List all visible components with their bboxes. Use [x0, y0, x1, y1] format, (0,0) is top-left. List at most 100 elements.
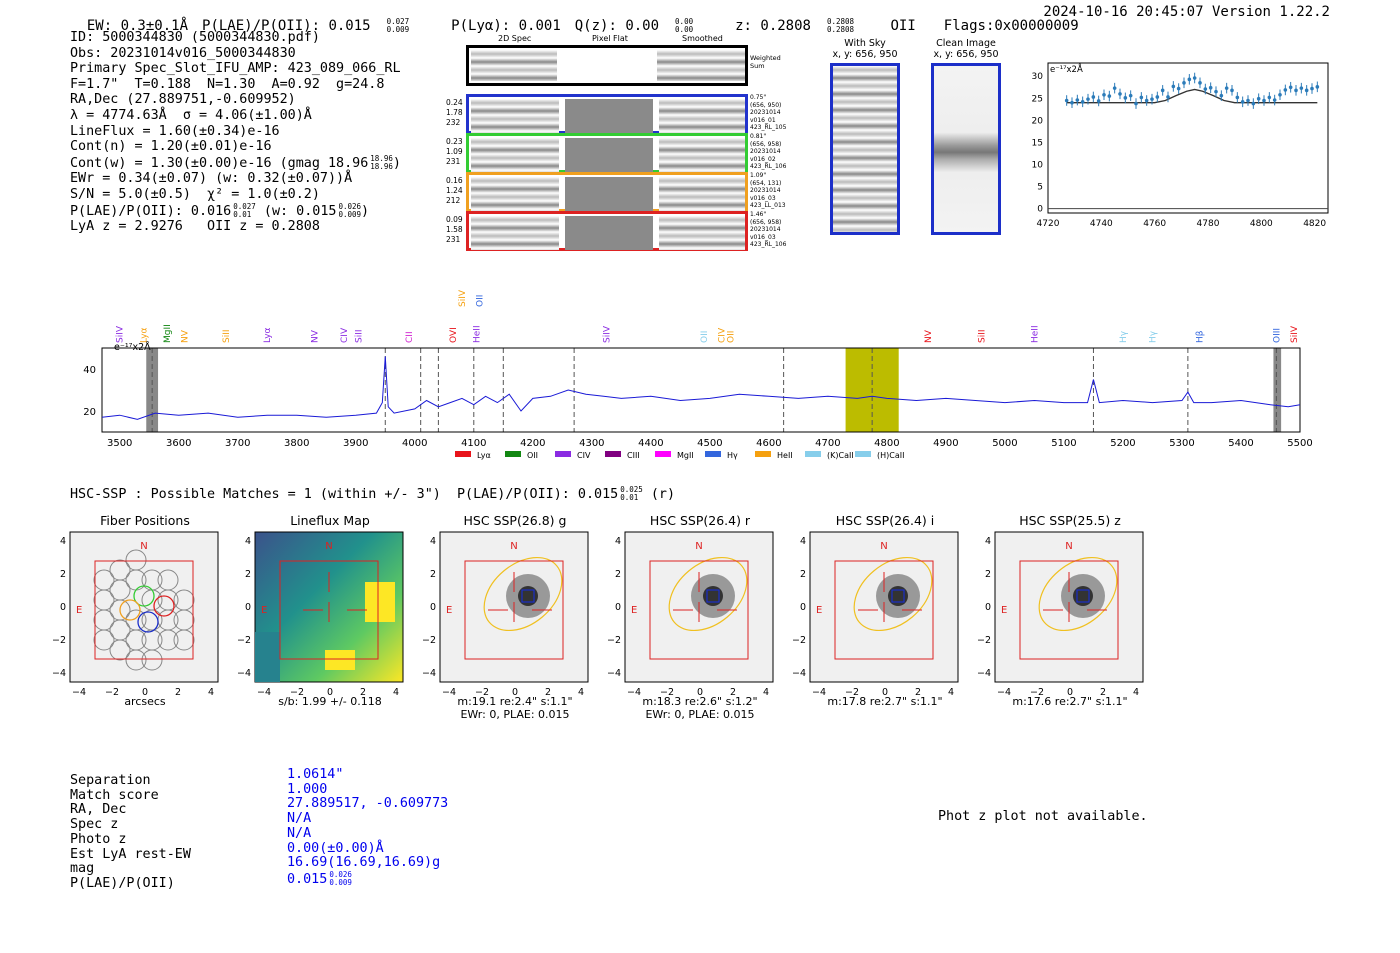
info-ewr: EWr = 0.34(±0.07) (w: 0.32(±0.07))Å — [70, 171, 353, 187]
spectrum-line — [101, 356, 1301, 420]
spectrum-line-marker: NV — [181, 329, 191, 343]
cutout-meta-1: 1.46" — [750, 211, 767, 218]
col-flat-label: Pixel Flat — [592, 34, 628, 43]
cutout-stat-3: 231 — [446, 235, 461, 244]
hsc-xtick: 4 — [1133, 687, 1139, 698]
spectrum-line-marker: SiIV — [116, 325, 126, 343]
zoom-ytick: 5 — [1037, 183, 1043, 193]
match-label: Photo z — [70, 831, 127, 847]
match-box — [706, 589, 720, 603]
zoom-point — [1080, 100, 1085, 104]
cutout-meta-2: (656, 950) — [750, 101, 782, 109]
header-plae: P(LAE)/P(OII): 0.015 0.027 0.009 — [202, 18, 437, 35]
zoom-point — [1272, 98, 1277, 102]
cutout-meta-2: (656, 958) — [750, 140, 782, 148]
zoom-point — [1112, 86, 1117, 90]
withsky-image — [830, 63, 900, 235]
spectrum-line-marker: CIV — [718, 327, 728, 343]
spectrum-line-marker: CII — [405, 331, 415, 343]
zoom-point — [1171, 84, 1176, 89]
header-datetime-version: 2024-10-16 20:45:07 Version 1.22.2 — [1043, 4, 1330, 20]
hsc-ytick: 2 — [985, 569, 991, 580]
compass-e: E — [446, 605, 452, 616]
zoom-point — [1160, 88, 1165, 93]
zoom-xtick: 4760 — [1143, 219, 1166, 229]
aperture-box — [279, 560, 379, 660]
match-value: 0.00(±0.00)Å — [287, 840, 384, 856]
zoom-point — [1096, 99, 1101, 103]
cutout-meta-5: 423_RL_106 — [750, 163, 787, 171]
hsc-ytick: 4 — [800, 536, 806, 547]
clean-header: Clean Image x, y: 656, 950 — [926, 38, 1006, 60]
cutout-stat-3: 232 — [446, 118, 461, 127]
cutout-flat — [565, 138, 653, 172]
match-plae-value: 0.015 — [287, 871, 328, 887]
withsky-title: With Sky — [844, 38, 886, 49]
photz-note: Phot z plot not available. — [938, 809, 1148, 824]
fiber-circle — [157, 629, 179, 651]
zoom-xtick: 4720 — [1037, 219, 1060, 229]
cutout-2dspec — [471, 216, 559, 250]
spectrum-legend-swatch — [605, 451, 621, 457]
match-value: 1.000 — [287, 781, 328, 797]
zoom-point — [1086, 97, 1090, 101]
spectrum-legend-swatch — [705, 451, 721, 457]
hsc-panel-sub2: EWr: 0, PLAE: 0.015 — [460, 708, 570, 721]
spectrum-legend-label: OII — [527, 451, 538, 460]
spectrum-line-marker: SiII — [222, 329, 232, 343]
weighted-2dspec — [471, 50, 557, 81]
match-label: Est LyA rest-EW — [70, 846, 191, 862]
hsc-xtick: −4 — [257, 687, 271, 698]
galaxy-ellipse — [483, 556, 563, 632]
hsc-panel-plot: N E 4 2 0 −2 −4 −4 −2 0 2 4 — [792, 531, 959, 698]
header-z: z: 0.2808 0.2808 0.2808 OII — [735, 18, 930, 35]
spectrum-axes — [101, 347, 1301, 433]
hsc-title-band: (r) — [650, 487, 676, 502]
hsc-title-lo: 0.01 — [620, 493, 639, 502]
spectrum-legend-label: MgII — [677, 451, 694, 460]
galaxy-core — [518, 586, 538, 606]
cutout-2dspec — [471, 177, 559, 211]
header-qz-err: 0.00 0.00 — [675, 18, 707, 34]
hsc-ytick: 4 — [615, 536, 621, 547]
info-obs: Obs: 20231014v016_5000344830 — [70, 45, 296, 61]
spectrum-xtick: 3600 — [166, 438, 191, 449]
hsc-title-err: 0.025 0.01 — [620, 486, 643, 502]
spectrum-line-marker: NV — [310, 329, 320, 343]
header-z-line: OII — [890, 18, 916, 34]
hsc-panel-sub1: arcsecs — [124, 695, 166, 708]
hsc-ytick: −4 — [607, 668, 621, 679]
cutout-row-meta: 0.81" (656, 958) 20231014 v016_02 423_RL_106 — [750, 133, 786, 171]
hsc-panel-plot: N E 4 2 0 −2 −4 −4 −2 0 2 4 — [52, 531, 219, 698]
spectrum-legend-swatch — [805, 451, 821, 457]
hsc-ytick: −4 — [792, 668, 806, 679]
hsc-xtick: 4 — [208, 687, 214, 698]
hsc-ytick: 0 — [985, 602, 991, 613]
cutout-meta-4: v016_01 — [750, 116, 776, 124]
spectrum-xtick: 5100 — [1051, 438, 1076, 449]
hsc-ytick: 2 — [430, 569, 436, 580]
zoom-point — [1235, 95, 1240, 100]
match-labels: Separation Match score RA, Dec Spec z Photo … — [70, 773, 191, 892]
spectrum-line-marker: HeII — [1030, 325, 1040, 343]
zoom-point — [1128, 93, 1133, 98]
hsc-panel-sub1: s/b: 1.99 +/- 0.118 — [278, 695, 382, 708]
spectrum-legend-swatch — [655, 451, 671, 457]
cutout-row-frame — [466, 211, 748, 251]
zoom-point — [1139, 95, 1144, 100]
hsc-panel-plot: N E 4 2 0 −2 −4 −4 −2 0 2 4 — [237, 531, 404, 698]
cutout-meta-1: 1.09" — [750, 172, 767, 179]
detection-info: ID: 5000344830 (5000344830.pdf) Obs: 202… — [70, 30, 401, 235]
col-smooth-label: Smoothed — [682, 34, 723, 43]
spectrum-xtick: 5000 — [992, 438, 1017, 449]
spectrum-xtick: 3800 — [284, 438, 309, 449]
hsc-panel-sub1: m:17.8 re:2.7" s:1.1" — [827, 695, 943, 708]
hsc-title-hi: 0.025 — [620, 485, 643, 494]
spectrum-line-marker: OII — [727, 331, 737, 343]
zoom-xtick: 4780 — [1197, 219, 1220, 229]
zoom-ytick: 30 — [1032, 72, 1044, 82]
cutout-stat-2: 1.24 — [446, 186, 463, 195]
cutout-flat — [565, 177, 653, 211]
match-plae-hi: 0.026 — [329, 869, 352, 879]
clean-title: Clean Image — [936, 38, 996, 49]
